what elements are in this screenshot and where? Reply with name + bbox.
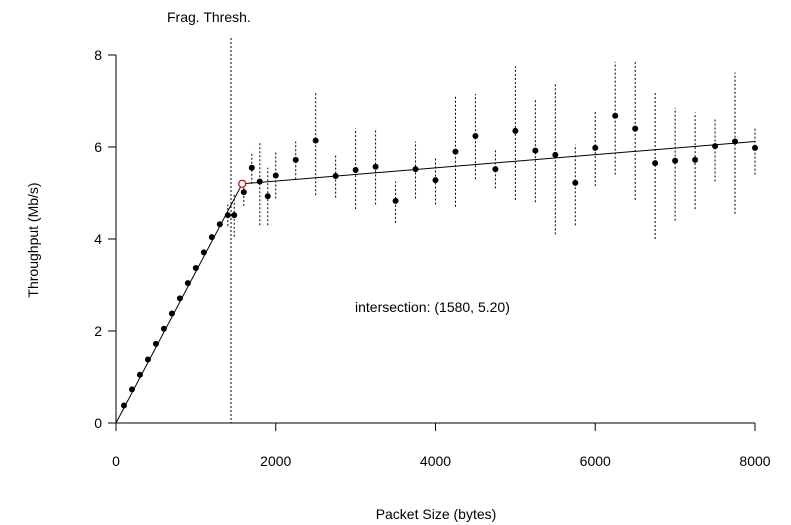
plot-area: 0 2 4 6 8 0 2000 4000 6000 8000	[94, 38, 771, 469]
data-point	[160, 325, 167, 332]
x-tick-label: 2000	[260, 453, 291, 469]
y-tick-label: 6	[94, 139, 102, 155]
x-axis-label: Packet Size (bytes)	[376, 506, 497, 522]
fit-line	[242, 140, 756, 185]
data-point	[572, 179, 579, 186]
data-point	[248, 164, 255, 171]
data-point	[432, 177, 439, 184]
data-point	[136, 371, 143, 378]
data-point	[352, 167, 359, 173]
data-point	[732, 138, 739, 145]
intersection-annotation: intersection: (1580, 5.20)	[355, 299, 510, 315]
fit-line	[115, 183, 243, 424]
x-tick-label: 6000	[580, 453, 611, 469]
y-tick-label: 0	[94, 415, 102, 431]
data-point	[552, 151, 559, 158]
data-point	[752, 144, 758, 151]
x-tick-label: 8000	[739, 453, 770, 469]
y-tick-label: 4	[94, 231, 102, 247]
data-point	[712, 143, 719, 150]
data-point	[512, 127, 519, 134]
data-point	[392, 197, 399, 204]
data-point	[532, 147, 539, 154]
data-point	[652, 160, 659, 167]
data-point	[128, 386, 135, 393]
data-point	[632, 125, 639, 132]
data-point	[472, 132, 479, 139]
data-point	[412, 166, 419, 173]
y-tick-label: 8	[94, 47, 102, 63]
data-point	[612, 112, 619, 119]
threshold-label: Frag. Thresh.	[167, 9, 251, 25]
data-point	[144, 356, 151, 363]
data-point	[200, 249, 207, 256]
data-point	[256, 178, 263, 185]
data-point	[272, 172, 279, 179]
data-point	[152, 340, 159, 347]
data-point	[208, 234, 215, 241]
data-point	[224, 212, 231, 219]
data-point	[240, 189, 247, 196]
data-point	[184, 280, 191, 287]
data-point	[592, 144, 599, 151]
data-point	[176, 295, 183, 302]
y-axis-label: Throughput (Mb/s)	[25, 182, 41, 297]
data-point	[452, 148, 459, 155]
data-point	[692, 156, 699, 163]
intersection-marker	[238, 179, 247, 188]
data-point	[292, 156, 299, 163]
data-point	[192, 264, 199, 271]
data-point	[372, 163, 379, 170]
x-tick-label: 4000	[420, 453, 451, 469]
data-point	[312, 137, 319, 144]
data-point	[231, 212, 238, 219]
data-point	[492, 166, 499, 173]
data-point	[332, 172, 339, 179]
data-point	[120, 402, 127, 409]
x-tick-label: 0	[112, 453, 120, 469]
y-tick-label: 2	[94, 323, 102, 339]
data-point	[168, 310, 175, 317]
data-point	[216, 221, 223, 228]
data-point	[672, 157, 679, 164]
data-point	[264, 193, 271, 200]
